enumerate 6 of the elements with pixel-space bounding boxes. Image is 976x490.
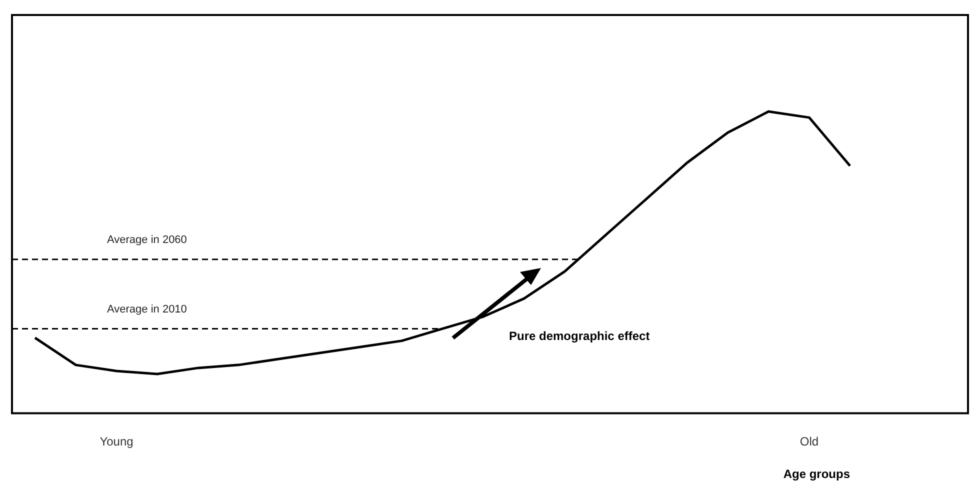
x-axis-title: Age groups [783, 467, 850, 482]
ref-line-label: Average in 2060 [107, 234, 187, 246]
ref-line-label: Average in 2010 [107, 303, 187, 316]
x-tick-label: Old [800, 434, 819, 449]
x-tick-label: Young [100, 434, 134, 449]
annotation: Pure demographic effect [509, 329, 650, 344]
